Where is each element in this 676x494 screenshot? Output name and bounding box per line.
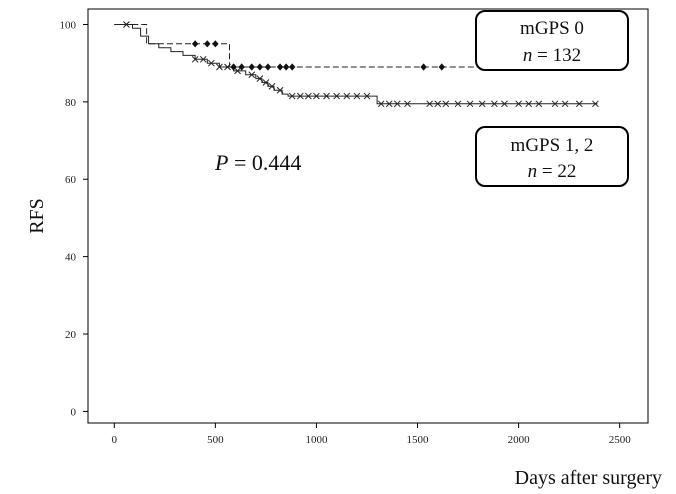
censor-marker-x [377, 100, 385, 108]
censor-marker-x [248, 71, 256, 79]
censor-marker-diamond [276, 63, 284, 71]
legend-mgps0: mGPS 0 n = 132 [475, 10, 629, 71]
censor-markers [123, 21, 599, 108]
x-tick-label: 2500 [609, 434, 632, 446]
censor-marker-x [454, 100, 462, 108]
censor-marker-x [535, 100, 543, 108]
x-tick-label: 500 [207, 434, 224, 446]
censor-marker-diamond [288, 63, 296, 71]
censor-marker-x [442, 100, 450, 108]
censor-marker-x [123, 21, 130, 28]
legend-mgps0-label: mGPS 0 [520, 18, 584, 39]
censor-marker-x [333, 92, 341, 100]
censor-marker-diamond [282, 63, 290, 71]
censor-marker-x [363, 92, 371, 100]
censor-marker-x [551, 100, 559, 108]
censor-marker-x [256, 75, 264, 82]
y-tick-label: 20 [65, 329, 77, 341]
censor-marker-x [561, 100, 569, 108]
p-value-annotation: P = 0.444 [214, 150, 301, 175]
series-0-curve [114, 24, 566, 68]
censor-marker-x [224, 63, 231, 71]
x-tick-label: 1000 [305, 434, 328, 446]
x-tick-label: 1500 [407, 434, 430, 446]
censor-marker-x [466, 100, 474, 108]
censor-marker-x [434, 100, 442, 108]
censor-marker-x [268, 83, 276, 90]
censor-marker-x [343, 92, 351, 100]
censor-marker-x [207, 59, 215, 67]
p-value: = 0.444 [228, 150, 301, 175]
x-tick-label: 0 [112, 434, 118, 446]
censor-marker-diamond [438, 63, 445, 71]
y-axis-title: RFS [26, 198, 48, 234]
legend-mgps0-n: n = 132 [523, 45, 581, 66]
censor-marker-x [305, 92, 312, 100]
censor-marker-x [288, 92, 296, 100]
censor-marker-diamond [230, 63, 237, 71]
censor-marker-diamond [264, 63, 272, 71]
x-axis-ticks: 0 500 1000 1500 2000 2500 [112, 423, 632, 446]
censor-marker-x [353, 92, 361, 100]
censor-marker-x [525, 100, 533, 108]
censor-marker-x [491, 100, 498, 108]
censor-marker-diamond [256, 63, 264, 71]
censor-marker-x [478, 100, 486, 108]
legend-mgps12-n: n = 22 [528, 161, 577, 182]
y-tick-label: 100 [60, 19, 77, 31]
censor-marker-diamond [204, 40, 211, 48]
censor-marker-diamond [191, 40, 199, 48]
censor-marker-x [262, 79, 270, 86]
censor-marker-x [234, 67, 241, 75]
censor-marker-x [191, 55, 199, 63]
x-axis-title: Days after surgery [515, 467, 662, 489]
censor-marker-x [426, 100, 434, 108]
censor-marker-x [575, 100, 583, 108]
censor-marker-x [313, 92, 320, 100]
censor-marker-diamond [248, 63, 255, 71]
censor-marker-x [385, 100, 393, 108]
legend-mgps12: mGPS 1, 2 n = 22 [475, 126, 629, 187]
y-axis-ticks: 0 20 40 60 80 100 [60, 19, 88, 418]
censor-marker-x [216, 63, 223, 71]
censor-marker-x [501, 100, 508, 108]
censor-marker-x [323, 92, 330, 100]
censor-marker-x [393, 100, 401, 108]
censor-marker-x [296, 92, 304, 100]
censor-marker-diamond [212, 40, 219, 48]
p-symbol: P [214, 150, 228, 175]
y-tick-label: 40 [65, 252, 77, 264]
x-tick-label: 2000 [508, 434, 531, 446]
censor-marker-diamond [238, 63, 245, 71]
legend-mgps12-box [475, 126, 629, 187]
legend-mgps12-label: mGPS 1, 2 [511, 135, 594, 156]
censor-marker-x [404, 100, 411, 108]
plot-frame [87, 8, 649, 424]
legend-mgps0-box [475, 10, 629, 71]
censor-marker-x [515, 100, 522, 108]
y-tick-label: 80 [65, 97, 77, 109]
y-tick-label: 0 [71, 406, 77, 418]
y-tick-label: 60 [65, 174, 77, 186]
censor-marker-diamond [420, 63, 427, 71]
censor-marker-x [276, 86, 284, 94]
censor-marker-x [199, 55, 207, 63]
censor-marker-x [592, 100, 599, 108]
